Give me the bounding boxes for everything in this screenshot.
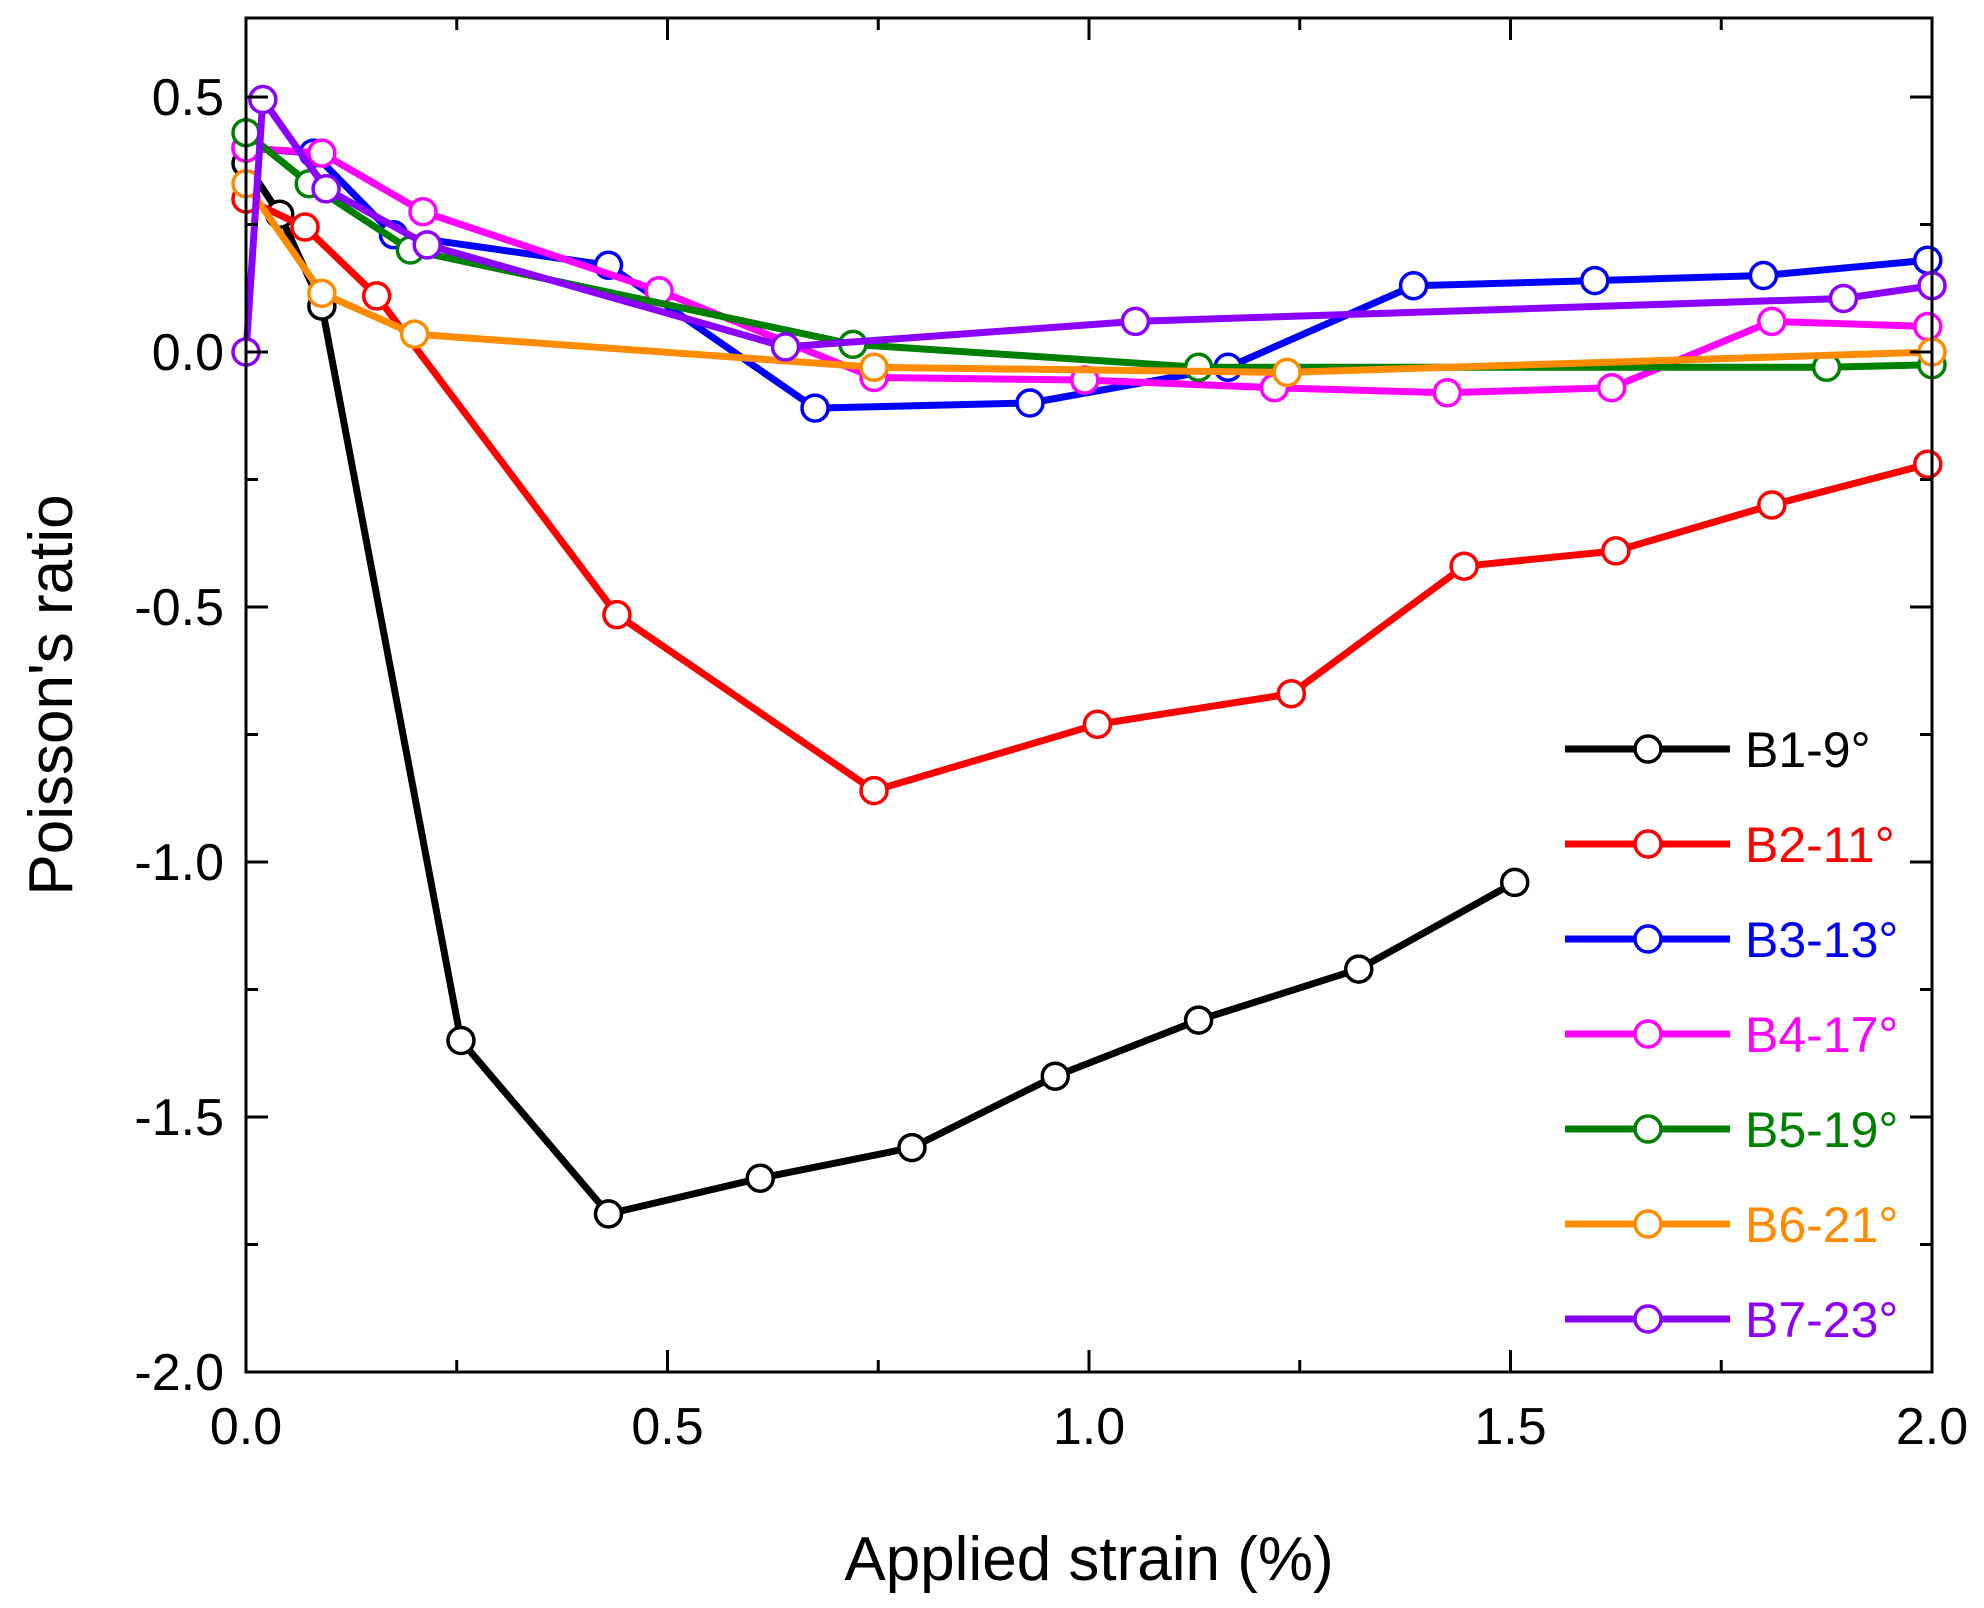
data-point [1432, 378, 1463, 408]
data-point [290, 212, 320, 242]
y-tick-label: -2.0 [134, 1344, 224, 1402]
data-point [593, 1199, 624, 1229]
legend: B1-9° B2-11° B3-13° B4-17° B5-19° B6-21° B7-23… [1565, 722, 1898, 1348]
legend-label: B5-19° [1745, 1102, 1898, 1158]
series-line [242, 96, 1936, 356]
x-tick-label: 1.0 [1053, 1398, 1125, 1456]
data-point [859, 775, 889, 806]
data-point [1828, 283, 1859, 314]
data-point [1913, 245, 1943, 275]
data-point [1596, 372, 1627, 403]
data-point [1183, 1005, 1214, 1035]
legend-label: B6-21° [1745, 1197, 1898, 1253]
series-line [242, 195, 1932, 795]
legend-label: B1-9° [1745, 722, 1871, 778]
y-tick-label: 0.0 [152, 324, 224, 382]
data-point [1913, 311, 1943, 342]
legend-marker [1633, 1019, 1663, 1049]
data-point [399, 319, 430, 349]
data-point [307, 138, 337, 168]
x-tick-label: 2.0 [1896, 1398, 1968, 1456]
legend-marker [1633, 924, 1663, 954]
data-point [859, 352, 889, 383]
data-point [1757, 306, 1787, 337]
data-point [800, 393, 830, 423]
y-tick-label: -0.5 [134, 579, 224, 637]
data-point [1040, 1061, 1071, 1091]
series-layer [231, 84, 1947, 1229]
data-point [770, 332, 801, 362]
data-point [1499, 867, 1530, 898]
data-point [1120, 306, 1151, 337]
data-point [1015, 388, 1045, 418]
legend-item: B7-23° [1565, 1292, 1898, 1348]
series-7 [231, 84, 1947, 367]
data-point [1398, 270, 1429, 301]
data-point [1913, 449, 1943, 479]
legend-label: B4-17° [1745, 1007, 1898, 1063]
legend-item: B4-17° [1565, 1007, 1898, 1063]
data-point [311, 174, 341, 204]
data-point [1449, 551, 1479, 581]
legend-item: B2-11° [1565, 817, 1895, 873]
plot-area [231, 16, 1947, 1374]
data-point [1082, 709, 1113, 740]
x-axis: 0.0 0.5 1.0 1.5 2.0 [210, 18, 1968, 1456]
legend-item: B6-21° [1565, 1197, 1898, 1253]
data-point [412, 230, 442, 260]
data-point [1183, 352, 1214, 383]
legend-item: B1-9° [1565, 722, 1871, 778]
legend-marker [1633, 1209, 1663, 1239]
legend-label: B7-23° [1745, 1292, 1898, 1348]
y-axis: 0.5 0.0 -0.5 -1.0 -1.5 -2.0 [134, 69, 1932, 1402]
data-point [745, 1163, 775, 1193]
x-tick-label: 1.5 [1474, 1398, 1546, 1456]
legend-marker [1633, 1304, 1663, 1334]
y-tick-label: -1.5 [134, 1089, 224, 1147]
data-point [1601, 536, 1631, 566]
plot-frame [244, 16, 1934, 1374]
legend-marker [1633, 829, 1663, 859]
data-point [602, 599, 632, 630]
data-point [1344, 954, 1374, 984]
data-point [897, 1132, 927, 1163]
data-point [1276, 678, 1307, 709]
legend-marker [1633, 734, 1663, 764]
data-point [446, 1025, 476, 1056]
data-point [1580, 265, 1610, 296]
legend-label: B3-13° [1745, 912, 1898, 968]
data-point [1748, 260, 1779, 291]
series-line [242, 159, 1519, 1218]
legend-item: B3-13° [1565, 912, 1898, 968]
data-point [248, 84, 278, 115]
legend-item: B5-19° [1565, 1102, 1898, 1158]
data-point [307, 278, 337, 309]
data-point [408, 197, 438, 227]
data-point [1272, 357, 1302, 388]
x-tick-label: 0.0 [210, 1398, 282, 1456]
y-tick-label: -1.0 [134, 834, 224, 892]
data-point [361, 281, 392, 311]
data-point [1757, 490, 1787, 520]
x-axis-title: Applied strain (%) [844, 1525, 1333, 1594]
series-line [242, 180, 1936, 376]
y-tick-label: 0.5 [152, 69, 224, 127]
legend-marker [1633, 1114, 1663, 1144]
legend-label: B2-11° [1745, 817, 1895, 873]
x-tick-label: 0.5 [631, 1398, 703, 1456]
y-axis-title: Poisson's ratio [17, 494, 86, 895]
